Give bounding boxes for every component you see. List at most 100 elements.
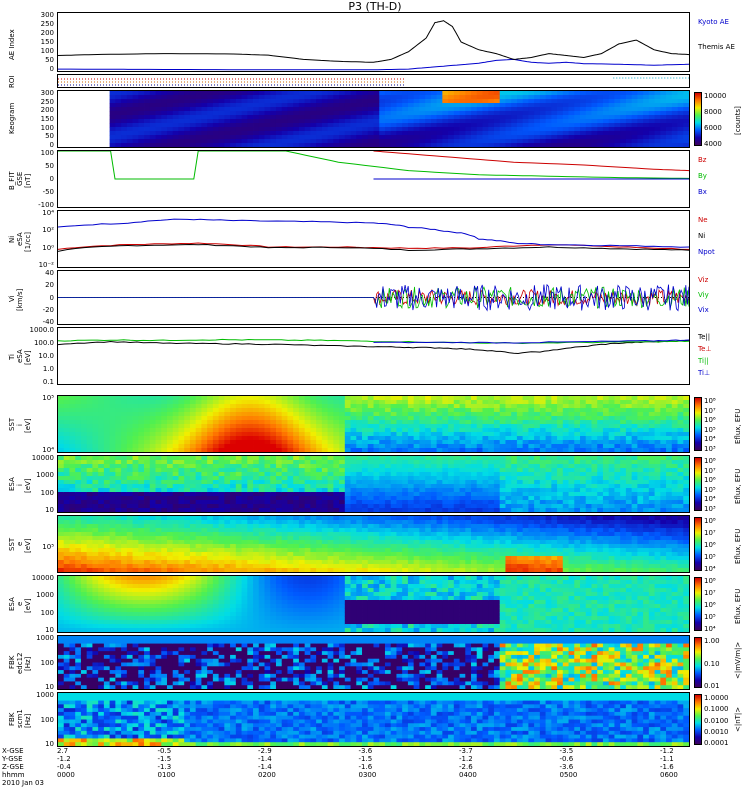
sst_i-cell (264, 432, 271, 437)
esa_i-cell (488, 480, 495, 485)
sst_i-cell (493, 400, 501, 405)
figure-title: P3 (TH-D) (348, 0, 402, 13)
sst_i-cell (316, 440, 323, 445)
keogram-cell (264, 119, 271, 124)
esa_i-cell (562, 472, 569, 477)
sst_i-cell (671, 416, 678, 421)
esa_i-cell (80, 456, 88, 461)
keogram-cell (69, 95, 76, 100)
esa_i-cell (339, 456, 346, 461)
keogram-cell (568, 139, 575, 144)
sst_i-cell (419, 432, 426, 437)
esa_i-cell (149, 460, 156, 465)
keogram-cell (660, 127, 667, 132)
sst_i-cell (287, 420, 294, 425)
keogram-cell (287, 119, 294, 124)
sst_i-cell (373, 436, 380, 441)
keogram-cell (602, 99, 610, 104)
sst_i-cell (201, 404, 208, 409)
sst_e-cell (58, 564, 65, 569)
keogram-cell (132, 115, 139, 120)
sst_i-cell (442, 444, 449, 449)
keogram-cell (666, 127, 673, 132)
sst_i-cell (493, 436, 501, 441)
keogram-cell (367, 127, 374, 132)
sst_i-cell (648, 424, 655, 429)
esa_i-cell (172, 492, 179, 497)
esa_i-cell (643, 484, 650, 489)
sst_e-cell (121, 540, 128, 545)
sst_i-cell (212, 400, 220, 405)
esa_i-ytick: 1000 (36, 471, 54, 480)
keogram-cell (344, 111, 351, 116)
esa_i-cell (591, 460, 598, 465)
sst_i-cell (339, 448, 346, 452)
keogram-cell (597, 143, 604, 147)
keogram-cell (304, 95, 311, 100)
sst_i-cell (476, 412, 483, 417)
esa_i-cell (683, 472, 689, 477)
esa_i-cell (235, 500, 242, 505)
sst_i-cell (396, 416, 403, 421)
esa_i-cell (545, 468, 552, 473)
keogram-cell (557, 103, 564, 108)
sst_i-cell (189, 432, 197, 437)
sst_i-cell (126, 440, 133, 445)
esa_i-cell (304, 492, 311, 497)
keogram-cell (459, 91, 466, 96)
keogram-cell (539, 119, 546, 124)
keogram-cell (666, 139, 673, 144)
keogram-cell (419, 91, 426, 96)
sst_i-cell (121, 448, 128, 452)
sst_i-cell (189, 408, 197, 413)
keogram-cell (528, 95, 535, 100)
keogram-cell (614, 107, 621, 112)
esa_i-cell (597, 504, 604, 509)
sst_i-cell (80, 424, 88, 429)
esa_i-cell (212, 500, 220, 505)
sst_i-cell (201, 436, 208, 441)
sst_i-cell (144, 400, 151, 405)
sst_e-cell (138, 536, 145, 541)
esa_i-cell (258, 500, 265, 505)
keogram-cell (471, 103, 478, 108)
sst_i-cell (597, 404, 604, 409)
sst_e-cell (132, 528, 139, 533)
esa_i-cell (184, 468, 191, 473)
sst_i-cell (465, 400, 472, 405)
sst_i-cell (471, 412, 478, 417)
sst_i-cell (557, 420, 564, 425)
esa_i-cell (585, 504, 592, 509)
esa_i-cell (580, 456, 587, 461)
keogram-cell (224, 95, 231, 100)
sst_i-cell (103, 444, 111, 449)
esa_i-cell (379, 468, 386, 473)
sst_i-cell (149, 440, 156, 445)
keogram-cell (253, 103, 260, 108)
keogram-cell (172, 111, 179, 116)
sst_i-cell (166, 396, 174, 401)
esa_i-cell (166, 488, 174, 493)
esa_i-cell (80, 500, 88, 505)
esa_i-cell (109, 456, 116, 461)
keogram-cell (488, 127, 495, 132)
sst_e-cell (98, 536, 105, 541)
esa_i-cell (448, 476, 455, 481)
sst_i-cell (241, 428, 248, 433)
keogram-cell (453, 99, 460, 104)
sst_i-cell (339, 412, 346, 417)
esa_i-cell (430, 504, 437, 509)
esa_i-cell (327, 464, 334, 469)
esa_i-cell (637, 460, 644, 465)
esa_i-cell (281, 464, 288, 469)
esa_i-cell (126, 480, 133, 485)
sst_i-cell (121, 440, 128, 445)
keogram-cell (218, 119, 225, 124)
esa_i-cell (539, 468, 546, 473)
sst_i-cell (534, 420, 541, 425)
keogram-cell (419, 135, 426, 140)
sst_i-cell (643, 440, 650, 445)
keogram-cell (109, 95, 116, 100)
sst_i-cell (534, 436, 541, 441)
esa_i-cell (580, 508, 587, 512)
